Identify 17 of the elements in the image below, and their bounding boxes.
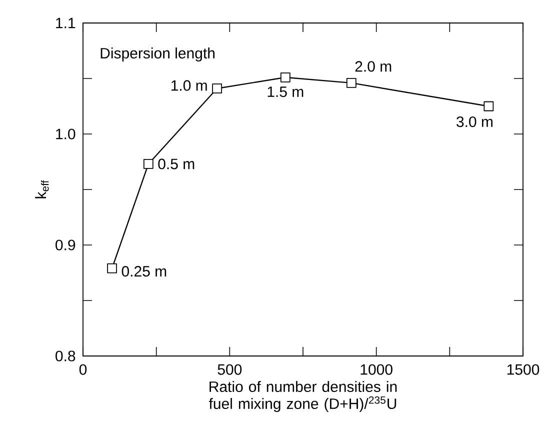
y-tick-label: 0.8 <box>56 350 76 362</box>
annotation: Dispersion length <box>100 48 214 62</box>
annotation: 3.0 m <box>456 116 492 128</box>
annotation: 0.5 m <box>158 158 194 170</box>
y-tick-label: 0.9 <box>56 240 76 250</box>
x-tick-label: 0 <box>79 364 87 375</box>
x-axis-title: Ratio of number densities in fuel mixing zone (D+H)/$^{235}$U <box>208 381 397 412</box>
y-axis-title: k$_{eff}$ <box>35 180 49 198</box>
x-tick-label: 500 <box>218 364 242 375</box>
annotation: 0.25 m <box>122 266 166 277</box>
y-tick-label: 1.1 <box>56 18 76 28</box>
annotation: 1.0 m <box>171 80 207 91</box>
annotation: 2.0 m <box>355 61 392 72</box>
x-tick-label: 1000 <box>360 364 392 375</box>
y-tick-label: 1.0 <box>56 128 76 140</box>
annotation: 1.5 m <box>268 86 304 98</box>
x-tick-label: 1500 <box>507 364 540 375</box>
